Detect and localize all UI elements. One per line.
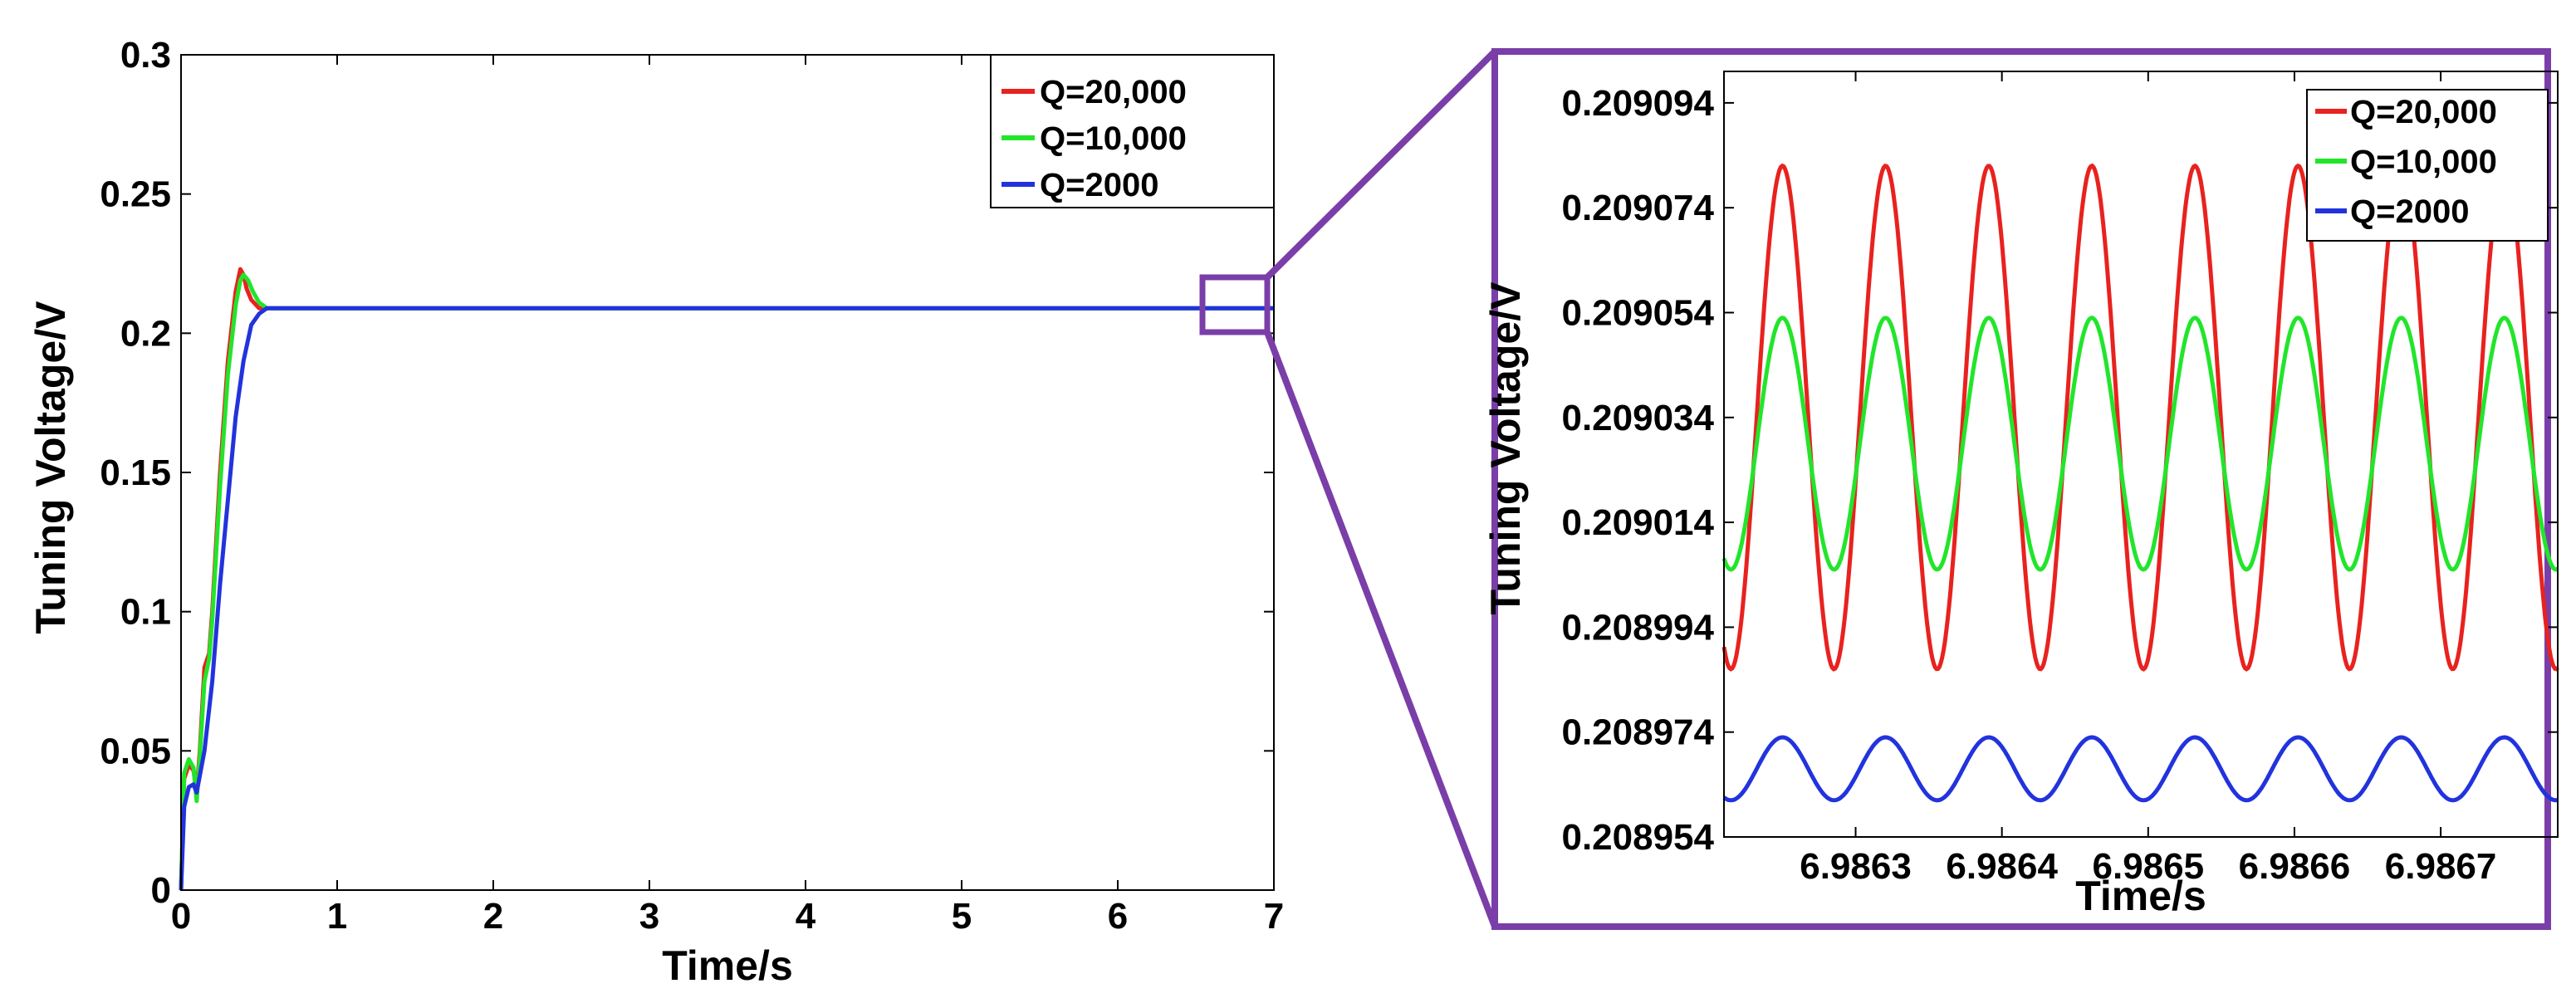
zoom-x-tick-label: 6.9866 [2239, 846, 2351, 887]
main-y-tick-label: 0.1 [120, 592, 171, 633]
main-x-tick-label: 1 [327, 896, 347, 937]
zoom-legend: Q=20,000 Q=10,000 Q=2000 [2306, 89, 2549, 242]
zoom-connector-bottom [1264, 330, 1498, 928]
zoom-legend-label-q10000: Q=10,000 [2350, 144, 2497, 180]
zoom-y-tick-label: 0.208974 [1561, 712, 1714, 753]
main-y-tick-label: 0.25 [100, 174, 171, 215]
zoom-x-tick-label: 6.9865 [2093, 846, 2205, 887]
main-y-tick-label: 0.2 [120, 313, 171, 354]
main-series-line-0 [179, 267, 1274, 891]
zoom-y-axis-label: Tuning Voltage/V [1482, 281, 1529, 615]
main-x-tick-label: 3 [639, 896, 659, 937]
main-x-tick-label: 5 [952, 896, 972, 937]
main-x-tick-label: 7 [1264, 896, 1284, 937]
main-x-axis-label: Time/s [662, 942, 793, 989]
zoom-chart: Tuning Voltage/V Time/s 6.9863 6.9864 6.98… [1482, 71, 2559, 919]
main-y-tick-label: 0.3 [120, 35, 171, 76]
zoom-y-tick-label: 0.209014 [1561, 502, 1714, 543]
main-y-tick-label: 0.15 [100, 453, 171, 493]
main-legend-box [990, 54, 1275, 208]
main-x-tick-label: 2 [483, 896, 503, 937]
zoom-y-tick-label: 0.209094 [1561, 83, 1714, 124]
zoom-y-tick-label: 0.209074 [1561, 188, 1714, 228]
zoom-ticks: 6.9863 6.9864 6.9865 6.9866 6.9867 0.208954 0.… [1561, 71, 2558, 887]
zoom-x-tick-label: 6.9864 [1946, 846, 2058, 887]
zoom-legend-label-q2000: Q=2000 [2350, 193, 2469, 230]
zoom-plot-frame [1723, 71, 2559, 838]
zoom-x-tick-label: 6.9867 [2385, 846, 2497, 887]
main-legend-label-q10000: Q=10,000 [1040, 120, 1187, 157]
zoom-series-line-2 [1722, 735, 2559, 803]
zoom-series-line-1 [1721, 316, 2559, 572]
main-legend: Q=20,000 Q=10,000 Q=2000 [990, 54, 1275, 208]
main-x-tick-label: 0 [171, 896, 191, 937]
zoom-legend-label-q20000: Q=20,000 [2350, 94, 2497, 130]
main-legend-label-q2000: Q=2000 [1040, 167, 1158, 203]
main-y-tick-label: 0 [151, 870, 171, 911]
main-chart: Tuning Voltage/V Time/s 0 1 2 3 4 5 6 7 0 0.05 0.1… [27, 35, 1284, 989]
main-lines [179, 267, 1274, 891]
main-series-line-2 [179, 306, 1274, 891]
main-series-line-1 [179, 272, 1274, 891]
zoom-y-tick-label: 0.209034 [1561, 398, 1714, 438]
zoom-source-rect [1199, 274, 1271, 335]
zoom-x-axis-label: Time/s [2075, 873, 2206, 919]
main-y-tick-label: 0.05 [100, 731, 171, 771]
main-ticks: 0 1 2 3 4 5 6 7 0 0.05 0.1 0.15 0.2 0.25 0.3 [100, 35, 1284, 937]
zoom-indicator [1199, 48, 2551, 930]
zoom-y-tick-label: 0.208954 [1561, 817, 1714, 858]
zoom-series-line-0 [1721, 163, 2559, 672]
zoom-x-tick-label: 6.9863 [1800, 846, 1912, 887]
zoom-lines [1721, 163, 2559, 803]
zoom-legend-box [2306, 89, 2549, 242]
main-x-tick-label: 6 [1108, 896, 1128, 937]
zoom-y-tick-label: 0.208994 [1561, 607, 1714, 648]
main-plot-frame [180, 54, 1275, 891]
main-legend-label-q20000: Q=20,000 [1040, 74, 1187, 110]
zoom-y-tick-label: 0.209054 [1561, 292, 1714, 333]
zoom-frame [1491, 48, 2551, 930]
main-y-axis-label: Tuning Voltage/V [27, 301, 74, 634]
zoom-connector-top [1265, 49, 1497, 280]
main-x-tick-label: 4 [796, 896, 816, 937]
